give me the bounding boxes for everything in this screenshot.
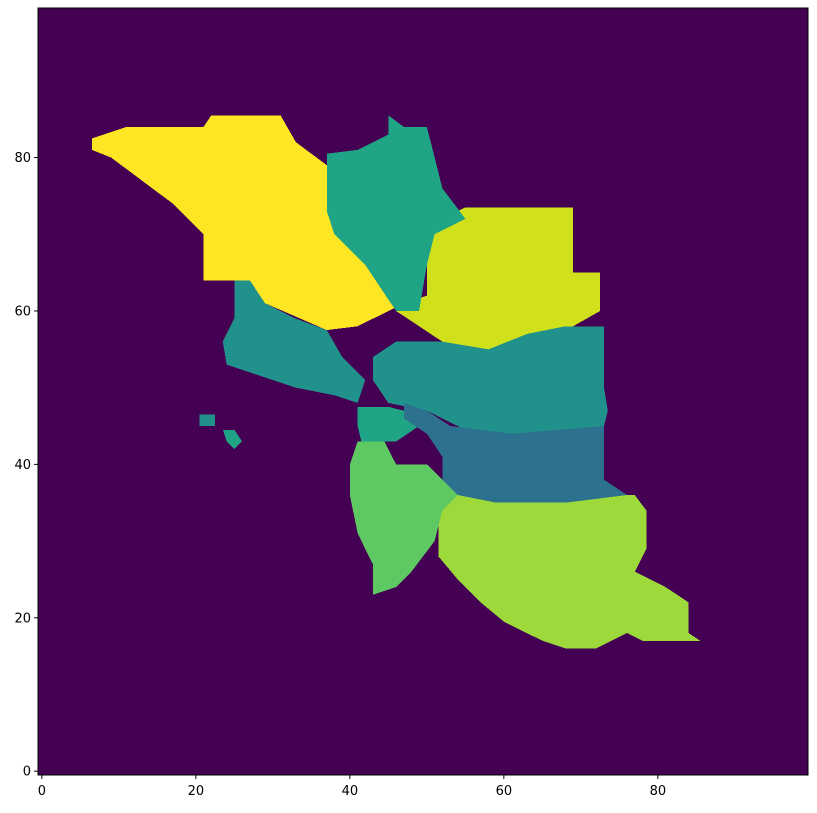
heatmap-region-4 xyxy=(349,441,458,595)
x-tick-label: 0 xyxy=(38,784,46,799)
heatmap-regions xyxy=(91,115,701,649)
x-tick-label: 80 xyxy=(650,784,667,799)
heatmap-region-8 xyxy=(372,326,608,434)
y-tick-label: 40 xyxy=(14,458,31,473)
heatmap-region-9 xyxy=(403,403,627,503)
heatmap-region-2 xyxy=(396,207,601,350)
heatmap-region-11 xyxy=(222,429,243,449)
x-tick-label: 60 xyxy=(496,784,513,799)
heatmap-region-7 xyxy=(222,280,366,403)
x-tick-label: 40 xyxy=(342,784,359,799)
y-tick-label: 80 xyxy=(14,151,31,166)
x-tick-label: 20 xyxy=(188,784,205,799)
y-tick-label: 0 xyxy=(23,765,31,780)
heatmap-region-10 xyxy=(199,414,216,426)
heatmap-region-3 xyxy=(438,495,701,649)
heatmap-region-6 xyxy=(357,406,420,442)
y-tick-label: 20 xyxy=(14,611,31,626)
y-tick-label: 60 xyxy=(14,304,31,319)
y-axis: 0 20 40 60 80 xyxy=(14,151,38,780)
heatmap-region-5 xyxy=(326,115,466,312)
axes-frame xyxy=(37,7,809,776)
heatmap-region-1 xyxy=(91,115,404,331)
x-axis: 0 20 40 60 80 xyxy=(38,775,666,799)
